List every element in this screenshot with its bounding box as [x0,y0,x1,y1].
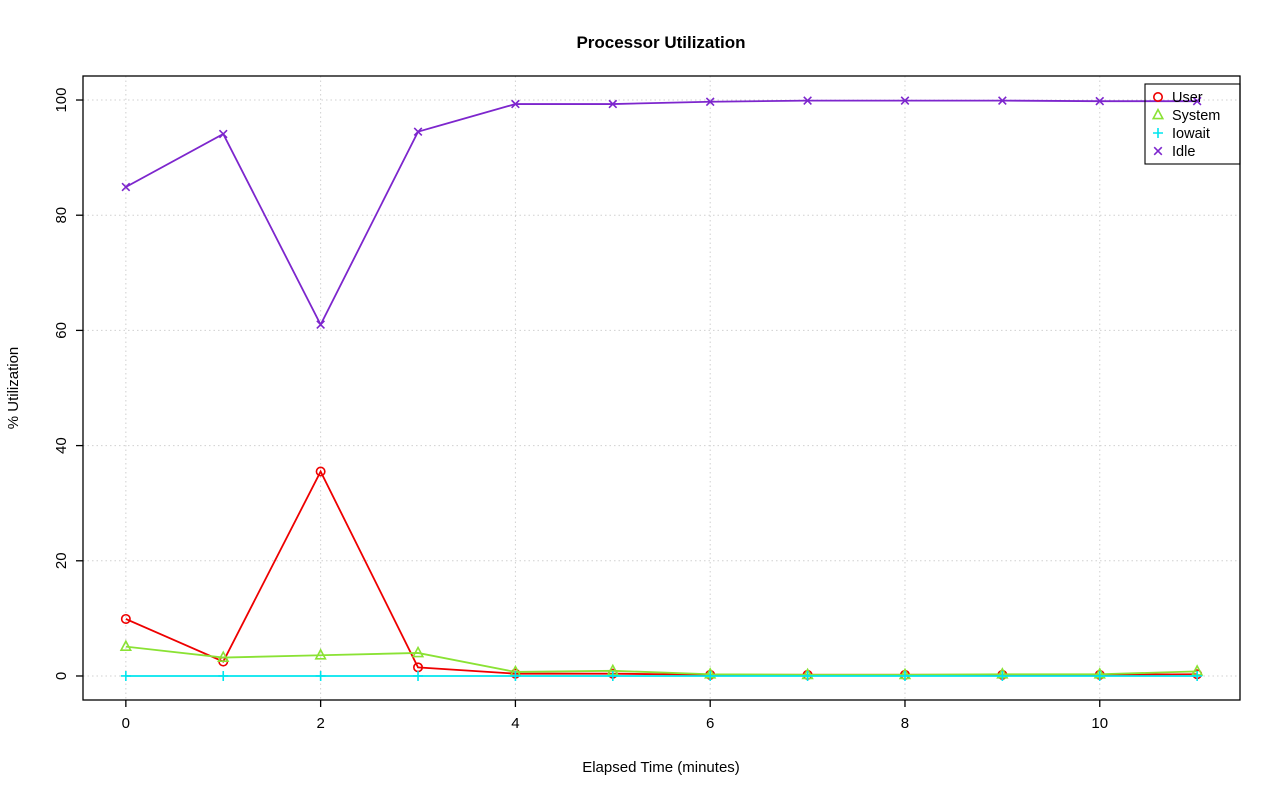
x-marker [511,99,520,109]
y-tick-label: 40 [53,437,70,454]
series-user [120,466,1203,680]
x-marker [1192,96,1202,106]
plus-marker [997,670,1008,681]
y-tick-label: 60 [53,322,70,339]
legend-label: System [1172,108,1220,124]
x-marker [218,129,228,139]
plus-marker [899,670,910,681]
y-tick-label: 0 [53,672,70,680]
series-iowait [120,670,1203,681]
x-marker [413,127,423,137]
series-line [125,469,1198,676]
legend-box [1144,83,1241,165]
triangle-marker [411,645,425,658]
series-system [119,639,1204,680]
x-marker [900,96,910,105]
x-marker [1153,146,1163,156]
x-marker [803,96,812,105]
triangle-marker [314,648,327,660]
plus-marker [1192,670,1203,681]
plus-marker [802,670,813,681]
plus-marker [413,670,424,681]
triangle-marker [119,639,132,652]
legend-label: Iowait [1172,126,1210,142]
plus-marker [510,670,521,681]
series-line [125,99,1198,327]
x-axis: 0 2 4 6 8 10 [122,700,1108,732]
plus-marker [607,670,618,681]
plus-marker [1094,670,1105,681]
x-marker [608,99,618,109]
plus-marker [705,670,716,681]
x-axis-label: Elapsed Time (minutes) [582,759,740,776]
legend: User System Iowait Idle [1144,83,1241,165]
plus-marker [315,670,326,681]
legend-label: Idle [1172,144,1195,160]
plot-border [82,75,1241,701]
triangle-marker [1151,107,1165,120]
y-axis-label: % Utilization [5,347,22,430]
x-tick-label: 8 [901,715,909,732]
x-marker [705,97,715,107]
circle-marker [120,613,131,624]
x-marker [316,320,325,330]
series-idle [121,96,1202,330]
plus-marker [218,670,229,681]
x-tick-label: 2 [316,715,324,732]
circle-marker [1153,92,1164,103]
x-tick-label: 6 [706,715,714,732]
y-axis: 0 20 40 60 80 100 [53,88,83,680]
series-line [125,645,1198,676]
plus-marker [1153,128,1163,138]
x-marker [121,182,131,192]
legend-label: User [1172,90,1203,106]
x-tick-label: 10 [1091,715,1108,732]
x-tick-label: 0 [122,715,130,732]
chart-title: Processor Utilization [576,33,745,52]
y-tick-label: 80 [53,207,70,224]
x-tick-label: 4 [511,715,519,732]
grid [83,76,1240,700]
triangle-marker [217,650,230,662]
plus-marker [120,670,131,681]
y-tick-label: 20 [53,552,70,569]
x-marker [1095,96,1105,106]
circle-marker [315,466,326,477]
x-marker [998,96,1007,105]
y-tick-label: 100 [53,88,70,113]
